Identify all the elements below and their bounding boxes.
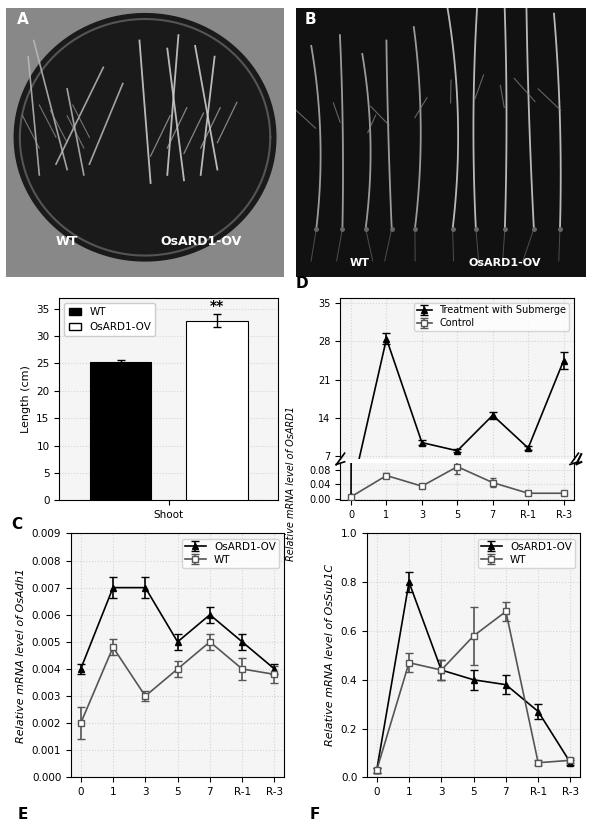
Text: B: B	[305, 12, 316, 27]
Text: WT: WT	[350, 258, 370, 268]
Legend: WT, OsARD1-OV: WT, OsARD1-OV	[65, 303, 156, 337]
Legend: OsARD1-OV, WT: OsARD1-OV, WT	[182, 538, 279, 568]
Y-axis label: Relative mRNA level of OsARD1: Relative mRNA level of OsARD1	[286, 406, 296, 561]
Text: OsARD1-OV: OsARD1-OV	[160, 235, 242, 248]
Legend: OsARD1-OV, WT: OsARD1-OV, WT	[478, 538, 575, 568]
Text: E: E	[18, 806, 28, 822]
Text: WT: WT	[56, 235, 78, 248]
Y-axis label: Relative mRNA level of OsAdh1: Relative mRNA level of OsAdh1	[16, 568, 26, 743]
Text: D: D	[296, 276, 308, 291]
Legend: Treatment with Submerge, Control: Treatment with Submerge, Control	[414, 303, 570, 332]
Text: F: F	[310, 806, 320, 822]
Text: C: C	[11, 517, 22, 532]
Text: A: A	[17, 12, 29, 27]
Y-axis label: Relative mRNA level of OsSub1C: Relative mRNA level of OsSub1C	[325, 564, 335, 747]
Bar	[90, 362, 151, 500]
Text: **: **	[210, 299, 224, 313]
Text: OsARD1-OV: OsARD1-OV	[469, 258, 541, 268]
Y-axis label: Length (cm): Length (cm)	[21, 365, 31, 433]
Bar	[186, 321, 247, 500]
Polygon shape	[14, 14, 276, 261]
